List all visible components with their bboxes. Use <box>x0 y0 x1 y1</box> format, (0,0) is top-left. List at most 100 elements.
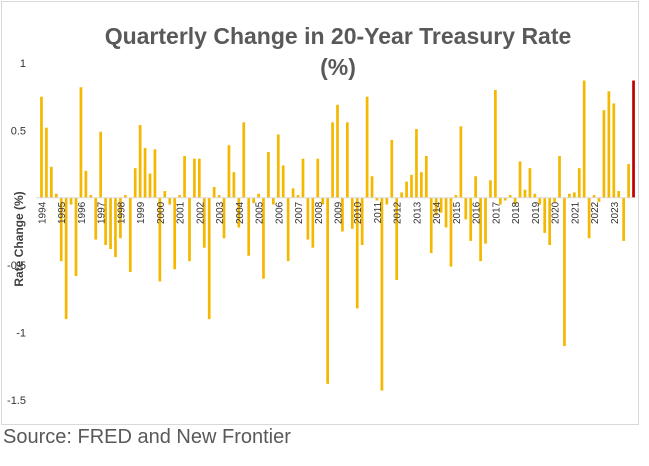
bar <box>276 134 280 198</box>
bar <box>390 139 394 198</box>
bar <box>64 197 68 320</box>
chart-svg: Quarterly Change in 20-Year Treasury Rat… <box>7 23 636 407</box>
x-tick-label: 2007 <box>294 201 305 224</box>
bar <box>49 166 53 198</box>
bar <box>252 197 255 204</box>
bar <box>133 168 137 198</box>
bar <box>548 197 552 245</box>
y-tick-label: -1 <box>16 328 26 340</box>
bar <box>627 164 630 198</box>
bar <box>212 187 216 198</box>
bar <box>148 173 152 198</box>
bar <box>336 104 339 198</box>
bar <box>163 191 167 198</box>
x-tick-label: 2003 <box>215 201 226 224</box>
bar <box>518 161 522 198</box>
bar <box>168 197 172 205</box>
y-tick-label: -1.5 <box>7 395 26 407</box>
bar <box>202 197 206 248</box>
bar <box>197 158 201 198</box>
bar <box>104 197 107 245</box>
bar <box>602 110 606 198</box>
bar <box>296 195 300 198</box>
source-note: Source: FRED and New Frontier <box>3 426 291 448</box>
bar <box>410 174 413 198</box>
x-tick-label: 2012 <box>393 201 404 224</box>
bar <box>434 197 438 216</box>
bar <box>469 197 473 241</box>
bar <box>143 147 147 198</box>
bar <box>207 197 211 320</box>
bar <box>94 197 98 240</box>
bar <box>84 170 88 198</box>
bar <box>484 197 487 244</box>
bar <box>54 193 58 198</box>
bar <box>429 197 433 254</box>
bar <box>464 197 468 220</box>
bar-series <box>40 80 635 391</box>
bar <box>138 125 142 198</box>
bar <box>173 197 177 270</box>
bar <box>558 156 561 198</box>
bar <box>479 197 482 262</box>
x-tick-label: 2014 <box>432 201 443 224</box>
bar <box>405 181 408 198</box>
chart-frame: Quarterly Change in 20-Year Treasury Rat… <box>1 1 639 425</box>
bar <box>341 197 344 232</box>
bar <box>622 197 626 241</box>
bar <box>444 197 448 228</box>
bar <box>395 197 399 281</box>
bar <box>592 195 596 198</box>
bar <box>267 151 270 198</box>
bar <box>355 197 359 309</box>
bar <box>370 176 374 198</box>
bar <box>617 191 621 198</box>
x-tick-label: 2002 <box>195 201 206 224</box>
bar <box>45 127 48 198</box>
x-tick-label: 2011 <box>373 201 384 223</box>
bar <box>489 180 492 198</box>
x-tick-label: 2015 <box>452 201 463 224</box>
bar <box>89 195 93 198</box>
x-tick-label: 2000 <box>156 201 167 224</box>
x-tick-label: 2018 <box>511 201 522 224</box>
x-tick-label: 2016 <box>472 201 483 224</box>
bar <box>533 193 537 198</box>
x-axis-tick-labels: 1994 1995 1996 1997 1998 1999 2000 2001 2002 2003… <box>37 201 620 224</box>
bar <box>494 89 497 198</box>
bar <box>543 197 547 233</box>
bar <box>523 189 527 198</box>
bar <box>459 126 463 198</box>
bar <box>612 103 616 198</box>
bar <box>128 197 132 272</box>
bar <box>193 158 196 198</box>
bar <box>311 197 315 248</box>
x-tick-label: 2021 <box>570 201 581 224</box>
y-tick-label: 1 <box>20 58 26 70</box>
bar <box>321 197 325 205</box>
bar <box>513 197 517 205</box>
bar <box>188 197 191 262</box>
bar <box>262 197 265 279</box>
bar <box>306 197 310 240</box>
x-tick-label: 1999 <box>136 201 147 224</box>
bar <box>538 197 542 205</box>
bar <box>380 197 384 391</box>
bar-latest-highlight <box>632 80 635 198</box>
bar <box>119 197 122 239</box>
x-tick-label: 2019 <box>531 201 542 224</box>
bar <box>217 195 221 198</box>
bar <box>582 80 586 198</box>
bar <box>257 193 260 198</box>
bar <box>375 197 379 201</box>
bar <box>286 197 290 262</box>
bar <box>563 197 566 347</box>
bar <box>59 197 63 262</box>
bar <box>227 145 231 198</box>
bar <box>158 197 162 282</box>
bar <box>607 91 611 198</box>
x-tick-label: 2017 <box>491 201 502 224</box>
y-axis-ticks: 1 0.5 -0.5 -1 -1.5 <box>7 58 26 407</box>
x-tick-label: 1996 <box>77 201 88 224</box>
bar <box>528 168 532 198</box>
